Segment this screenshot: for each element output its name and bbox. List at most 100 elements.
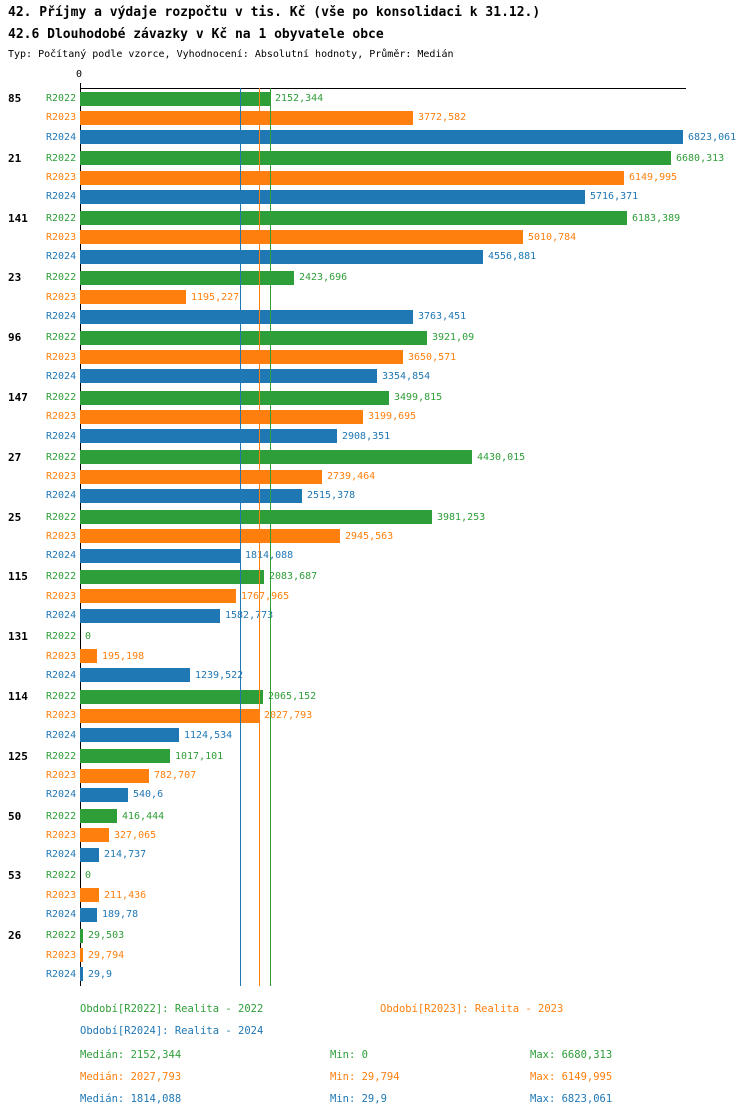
series-label-r2022: R2022 (46, 212, 77, 224)
series-label-r2023: R2023 (46, 650, 77, 662)
bar-r2024 (80, 847, 99, 862)
bar-r2023 (80, 230, 523, 245)
bar-value-label: 5716,371 (590, 191, 639, 203)
series-label-r2024: R2024 (46, 968, 77, 980)
bar-r2024 (80, 548, 240, 563)
series-label-r2023: R2023 (46, 351, 77, 363)
bar-r2024 (80, 668, 190, 683)
bar-value-label: 3981,253 (437, 511, 486, 523)
bar-value-label: 2027,793 (264, 710, 313, 722)
group-label: 23 (8, 271, 22, 285)
series-label-r2023: R2023 (46, 291, 77, 303)
stat-max-r2023: Max: 6149,995 (530, 1071, 613, 1083)
bar-value-label: 1814,088 (245, 546, 293, 565)
group-label: 27 (8, 450, 22, 464)
series-label-r2024: R2024 (46, 909, 77, 920)
bar-value-label: 214,737 (104, 849, 147, 861)
series-label-r2022: R2022 (46, 332, 77, 344)
bar-value-label: 1767,965 (241, 590, 290, 602)
series-label-r2022: R2022 (46, 152, 77, 164)
bar-value-label: 3354,854 (382, 370, 431, 382)
series-label-r2024: R2024 (46, 610, 77, 621)
series-label-r2022: R2022 (46, 930, 77, 942)
bar-r2023 (80, 708, 259, 723)
series-label-r2022: R2022 (46, 511, 77, 523)
bar-r2022 (80, 809, 117, 824)
series-label-r2024: R2024 (46, 789, 77, 801)
bar-value-label: 6680,313 (676, 152, 725, 164)
bar-value-label: 416,444 (122, 810, 165, 822)
bar-value-label: 1239,522 (195, 669, 244, 681)
chart-subtitle: 42.6 Dlouhodobé závazky v Kč na 1 obyvat… (8, 27, 384, 42)
series-label-r2023: R2023 (46, 530, 77, 542)
bar-value-label: 29,9 (88, 968, 113, 980)
bar-r2022 (80, 689, 263, 704)
bar-r2024 (80, 249, 483, 264)
bar-value-label: 3199,695 (368, 411, 417, 423)
series-label-r2022: R2022 (46, 631, 77, 643)
bar-value-label: 6823,061 (688, 131, 737, 143)
series-label-r2024: R2024 (46, 669, 77, 681)
series-label-r2022: R2022 (46, 93, 77, 104)
bar-r2022 (80, 390, 389, 405)
bar-value-label: 2945,563 (345, 530, 394, 542)
stat-min-r2022: Min: 0 (330, 1049, 368, 1061)
chart-meta-line: Typ: Počítaný podle vzorce, Vyhodnocení:… (8, 49, 454, 60)
bar-r2023 (80, 948, 83, 962)
legend-item-r2023: Období[R2023]: Realita - 2023 (380, 1003, 564, 1015)
series-label-r2022: R2022 (46, 571, 77, 583)
bar-r2023 (80, 888, 99, 903)
series-label-r2023: R2023 (46, 172, 77, 184)
bar-r2024 (80, 369, 377, 384)
bar-value-label: 29,794 (88, 949, 125, 961)
bar-value-label: 1582,773 (225, 610, 274, 621)
series-label-r2022: R2022 (46, 272, 77, 284)
bar-r2024 (80, 309, 413, 324)
bar-value-label: 3650,571 (408, 351, 457, 363)
series-label-r2024: R2024 (46, 849, 77, 861)
bar-r2023 (80, 768, 149, 783)
group-label: 125 (8, 749, 28, 763)
stat-median-r2024: Medián: 1814,088 (80, 1093, 182, 1105)
group-label: 53 (8, 869, 22, 883)
series-label-r2022: R2022 (46, 691, 77, 702)
series-label-r2024: R2024 (46, 490, 77, 502)
bar-value-label: 782,707 (154, 770, 197, 782)
series-label-r2024: R2024 (46, 251, 77, 263)
bar-r2024 (80, 728, 179, 743)
group-label: 131 (8, 630, 28, 644)
bar-r2024 (80, 130, 683, 145)
series-label-r2023: R2023 (46, 949, 77, 961)
chart-title: 42. Příjmy a výdaje rozpočtu v tis. Kč (… (8, 5, 541, 20)
bar-value-label: 2065,152 (268, 691, 317, 702)
bar-r2023 (80, 110, 413, 125)
series-label-r2023: R2023 (46, 770, 77, 782)
bar-r2023 (80, 649, 97, 663)
series-label-r2022: R2022 (46, 451, 77, 463)
series-label-r2023: R2023 (46, 471, 77, 483)
series-label-r2024: R2024 (46, 191, 77, 203)
bar-r2023 (80, 469, 322, 484)
group-label: 147 (8, 391, 28, 404)
series-label-r2024: R2024 (46, 311, 77, 322)
bar-r2024 (80, 488, 302, 503)
bar-value-label: 0 (85, 870, 92, 882)
series-label-r2023: R2023 (46, 590, 77, 602)
legend-item-r2024: Období[R2024]: Realita - 2024 (80, 1025, 264, 1037)
series-label-r2024: R2024 (46, 430, 77, 442)
group-label: 115 (8, 570, 28, 584)
bar-value-label: 4430,015 (477, 451, 526, 463)
bar-value-label: 2908,351 (342, 430, 391, 442)
bar-r2023 (80, 290, 186, 305)
bar-value-label: 0 (85, 631, 92, 643)
bar-value-label: 1195,227 (191, 291, 240, 303)
bar-value-label: 2739,464 (327, 471, 376, 483)
bar-value-label: 6183,389 (632, 212, 681, 224)
bar-value-label: 3763,451 (418, 311, 467, 322)
group-label: 85 (8, 92, 22, 105)
median-line-r2023 (259, 88, 260, 986)
group-label: 26 (8, 929, 22, 943)
group-label: 50 (8, 809, 22, 823)
bar-r2024 (80, 189, 585, 204)
bar-r2024 (80, 907, 97, 922)
